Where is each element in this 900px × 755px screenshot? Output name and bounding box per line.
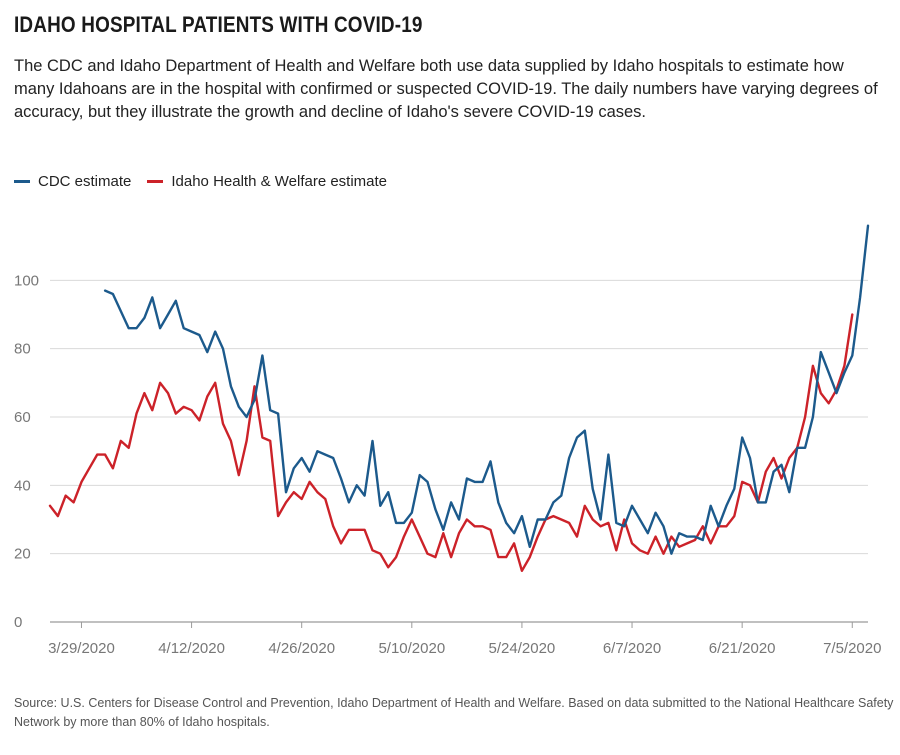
x-tick-label-3: 5/10/2020 [378, 640, 445, 657]
x-tick-label-6: 6/21/2020 [709, 640, 776, 657]
legend-swatch-idaho [147, 180, 164, 183]
x-tick-label-4: 5/24/2020 [489, 640, 556, 657]
series-line-cdc [103, 224, 870, 555]
y-tick-label-40: 40 [14, 477, 31, 494]
chart-subtitle: The CDC and Idaho Department of Health a… [14, 57, 878, 121]
legend-item-cdc: CDC estimate [14, 173, 131, 190]
y-tick-label-20: 20 [14, 546, 31, 563]
y-tick-label-80: 80 [14, 341, 31, 358]
x-tick-label-7: 7/5/2020 [823, 640, 881, 657]
legend-swatch-cdc [14, 180, 30, 183]
y-tick-label-100: 100 [14, 272, 39, 289]
chart-title: IDAHO HOSPITAL PATIENTS WITH COVID-19 [14, 12, 423, 37]
y-tick-label-60: 60 [14, 409, 31, 426]
x-tick-label-0: 3/29/2020 [48, 640, 115, 657]
legend-label-cdc: CDC estimate [38, 173, 132, 190]
legend: CDC estimate Idaho Health & Welfare esti… [14, 173, 403, 190]
source-note: Source: U.S. Centers for Disease Control… [14, 696, 894, 729]
x-tick-label-2: 4/26/2020 [268, 640, 335, 657]
line-chart: 0 20 40 60 80 100 3/29/2020 4/12/2020 4/26/2020 5… [14, 224, 881, 657]
series-line-idaho [48, 313, 854, 572]
legend-item-idaho: Idaho Health & Welfare estimate [147, 173, 387, 190]
x-tick-label-1: 4/12/2020 [158, 640, 225, 657]
y-tick-label-0: 0 [14, 614, 22, 631]
legend-label-idaho: Idaho Health & Welfare estimate [171, 173, 388, 190]
x-tick-label-5: 6/7/2020 [603, 640, 661, 657]
